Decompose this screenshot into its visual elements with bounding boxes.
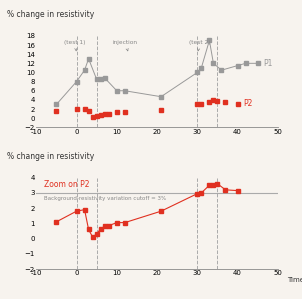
Text: % change in resistivity: % change in resistivity (7, 10, 95, 19)
Text: (test 2): (test 2) (189, 40, 211, 51)
Text: % change in resistivity: % change in resistivity (7, 152, 95, 161)
Text: injection: injection (113, 40, 138, 51)
Text: P1: P1 (264, 59, 273, 68)
Text: P2: P2 (244, 99, 253, 108)
Text: Time (h): Time (h) (288, 276, 302, 283)
Text: Zoom on P2: Zoom on P2 (44, 180, 90, 189)
Text: (test 1): (test 1) (64, 40, 86, 51)
Text: Background-resistivity variation cutoff = 3%: Background-resistivity variation cutoff … (44, 196, 166, 202)
